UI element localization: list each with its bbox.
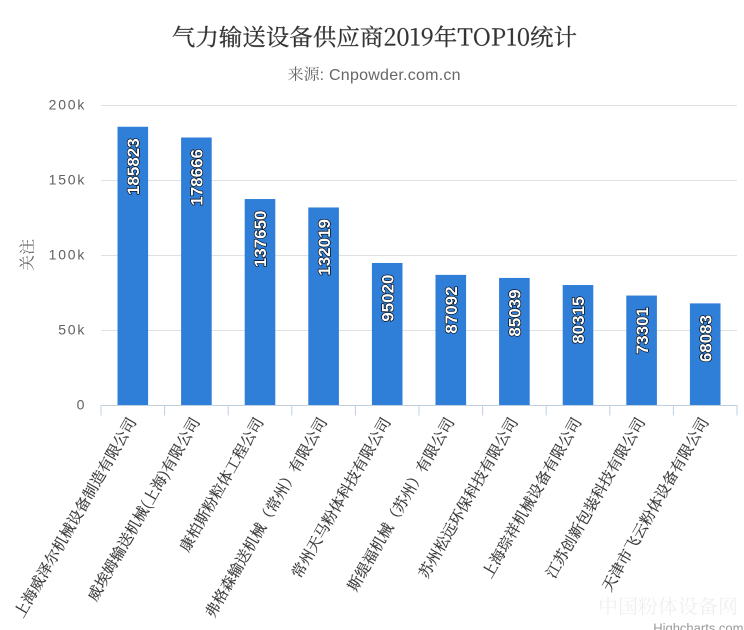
svg-text:: Cnpowder.com.cn: : Cnpowder.com.cn — [320, 67, 461, 84]
svg-text:87092: 87092 — [442, 286, 461, 333]
svg-text:178666: 178666 — [188, 149, 207, 206]
svg-text:73301: 73301 — [633, 307, 652, 354]
svg-text:50k: 50k — [58, 322, 86, 338]
svg-text:150k: 150k — [49, 172, 87, 188]
svg-text:200k: 200k — [49, 97, 87, 113]
svg-text:80315: 80315 — [569, 297, 588, 344]
svg-text:137650: 137650 — [251, 211, 270, 268]
svg-text:185823: 185823 — [124, 138, 143, 195]
svg-text:0: 0 — [77, 397, 87, 413]
svg-text:68083: 68083 — [696, 315, 715, 362]
svg-text:85039: 85039 — [506, 289, 525, 336]
svg-text:100k: 100k — [49, 247, 87, 263]
svg-text:Highcharts.com: Highcharts.com — [653, 621, 743, 630]
svg-text:132019: 132019 — [315, 219, 334, 276]
svg-text:95020: 95020 — [378, 275, 397, 322]
